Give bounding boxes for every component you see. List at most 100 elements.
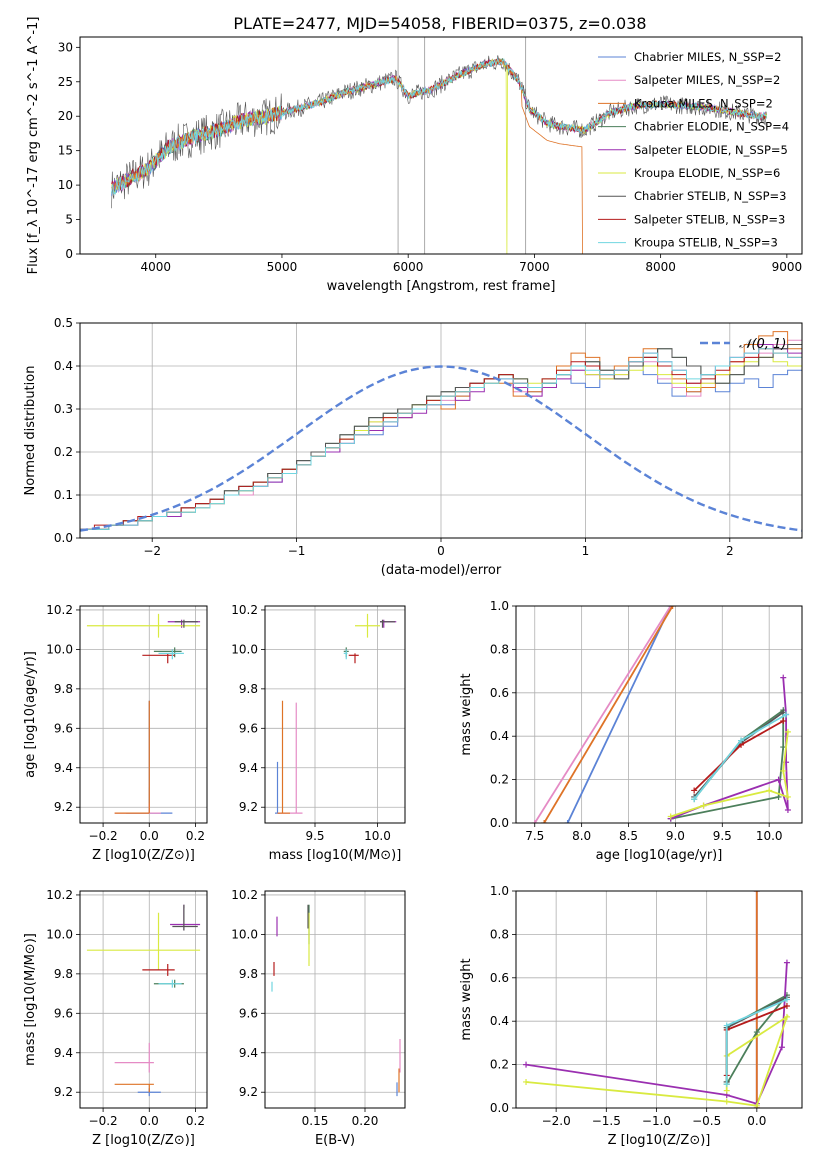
errorbar-point [114,700,150,814]
y-tick-label: 9.2 [239,800,258,814]
weight-point-marker [753,1029,760,1036]
weight-point-marker [700,802,707,809]
age_vs_Z-marks [86,613,201,814]
x-tick-label: 6000 [393,260,424,274]
x-axis-label: Z [log10(Z/Z⊙)] [608,1133,711,1148]
x-axis-label: mass [log10(M/M⊙)] [269,848,402,863]
weight-point-marker [766,787,773,794]
y-tick-label: 0.6 [490,971,509,985]
y-tick-label: 10 [58,178,73,192]
weight-series-line [693,711,784,798]
weight-point-marker [541,820,548,823]
x-tick-label: 8.5 [619,829,638,843]
x-axis-label: age [log10(age/yr)] [596,848,723,863]
weight-point-marker [738,737,745,744]
residuals-marks [80,331,802,532]
legend-label: Kroupa STELIB, N_SSP=3 [634,236,778,250]
y-tick-label: 0.0 [490,816,509,830]
y-tick-label: 0.5 [54,316,73,330]
y-axis-label: Flux [f_λ 10^-17 erg cm^-2 s^-1 A^-1] [26,17,41,275]
y-tick-label: 25 [58,75,73,89]
y-tick-label: 10.0 [231,642,258,656]
x-tick-label: 0.2 [186,1114,205,1128]
weight-point-marker [691,796,698,803]
x-tick-label: 0.20 [352,1114,379,1128]
weight-point-marker [753,891,760,894]
weight-series-line [693,720,784,792]
x-axis-label: E(B-V) [315,1133,355,1148]
y-axis-label: age [log10(age/yr)] [23,651,38,778]
errorbar-point [158,649,184,660]
panel-spectrum: Chabrier MILES, N_SSP=2 Salpeter MILES, N… [26,17,803,294]
x-tick-label: 4000 [140,260,171,274]
y-tick-label: 0.2 [54,445,73,459]
x-tick-label: 9.5 [713,829,732,843]
x-tick-label: 0.0 [140,829,159,843]
y-tick-label: 10.2 [231,888,258,902]
legend-label: Chabrier MILES, N_SSP=2 [634,50,781,64]
legend-label: Kroupa MILES, N_SSP=2 [634,96,773,110]
y-tick-label: 9.4 [239,761,258,775]
y-tick-label: 0.4 [490,729,509,743]
weight-series-line [670,731,790,818]
panel-age_vs_Z: −0.2 0.0 0.2 9.2 9.4 9.6 9.8 10.0 10.2 Z [log10(Z… [23,603,208,863]
y-tick-label: 20 [58,109,73,123]
histogram-series [80,339,802,530]
y-tick-label: 10.0 [231,927,258,941]
panel-weight_vs_age: 7.5 8.0 8.5 9.0 9.5 10.0 0.0 0.2 0.4 0.6 0.8 1.0 age… [459,599,803,863]
errorbar-point [114,803,161,814]
errorbar-point [86,912,201,970]
y-tick-label: 9.2 [54,1085,73,1099]
weight-point-marker [523,1061,530,1068]
y-tick-label: 0.2 [490,773,509,787]
errorbar-point [343,649,348,660]
x-tick-label: 10.0 [364,829,391,843]
y-tick-label: 15 [58,144,73,158]
x-tick-label: −0.2 [89,829,118,843]
y-tick-label: 10.2 [231,603,258,617]
legend-label: Chabrier ELODIE, N_SSP=4 [634,120,789,134]
y-axis-label: mass [log10(M/M⊙)] [23,933,38,1066]
y-tick-label: 9.8 [54,682,73,696]
weight_vs_age-marks [531,606,791,823]
x-tick-label: 10.0 [756,829,783,843]
weight-point-marker [778,1044,785,1051]
panel-residuals: 𝒩(0, 1) −2 −1 0 1 2 0.0 0.1 0.2 0.3 0.4 0.5 (data-mo… [23,316,803,578]
x-axis-label: wavelength [Angstrom, rest frame] [327,279,556,294]
errorbar-point [86,613,201,638]
weight_vs_Z-marks [523,891,790,1108]
weight-point-marker [784,806,791,813]
y-tick-label: 0.3 [54,402,73,416]
y-tick-label: 0.4 [54,359,73,373]
legend-label: 𝒩(0, 1) [739,337,786,352]
x-tick-label: −0.5 [692,1114,721,1128]
legend-label: Salpeter ELODIE, N_SSP=5 [634,143,788,157]
weight-point-marker [783,996,790,1003]
x-tick-label: 0.2 [186,829,205,843]
age_vs_mass-frame [264,605,406,824]
y-tick-label: 0 [65,247,73,261]
weight-point-marker [531,820,538,823]
errorbar-point [277,702,303,814]
weight-point-marker [669,606,676,609]
y-axis-label: mass weight [459,958,474,1040]
y-axis-label: Normed distribution [23,366,38,496]
errorbar-point [355,613,381,638]
y-tick-label: 9.8 [239,682,258,696]
errorbar-point [142,653,175,664]
x-tick-label: 0.15 [302,1114,329,1128]
y-axis-label: mass weight [459,673,474,755]
x-tick-label: −2.0 [542,1114,571,1128]
x-tick-label: 8.0 [572,829,591,843]
weight-point-marker [780,767,787,774]
y-tick-label: 10.0 [46,642,73,656]
weight-point-marker [775,793,782,800]
x-tick-label: 1 [582,544,590,558]
x-tick-label: 2 [726,544,734,558]
weight-point-marker [723,1087,730,1094]
weight-point-marker [667,813,674,820]
y-tick-label: 0.2 [490,1058,509,1072]
errorbar-point [114,1083,154,1093]
errorbar-point [142,963,175,976]
